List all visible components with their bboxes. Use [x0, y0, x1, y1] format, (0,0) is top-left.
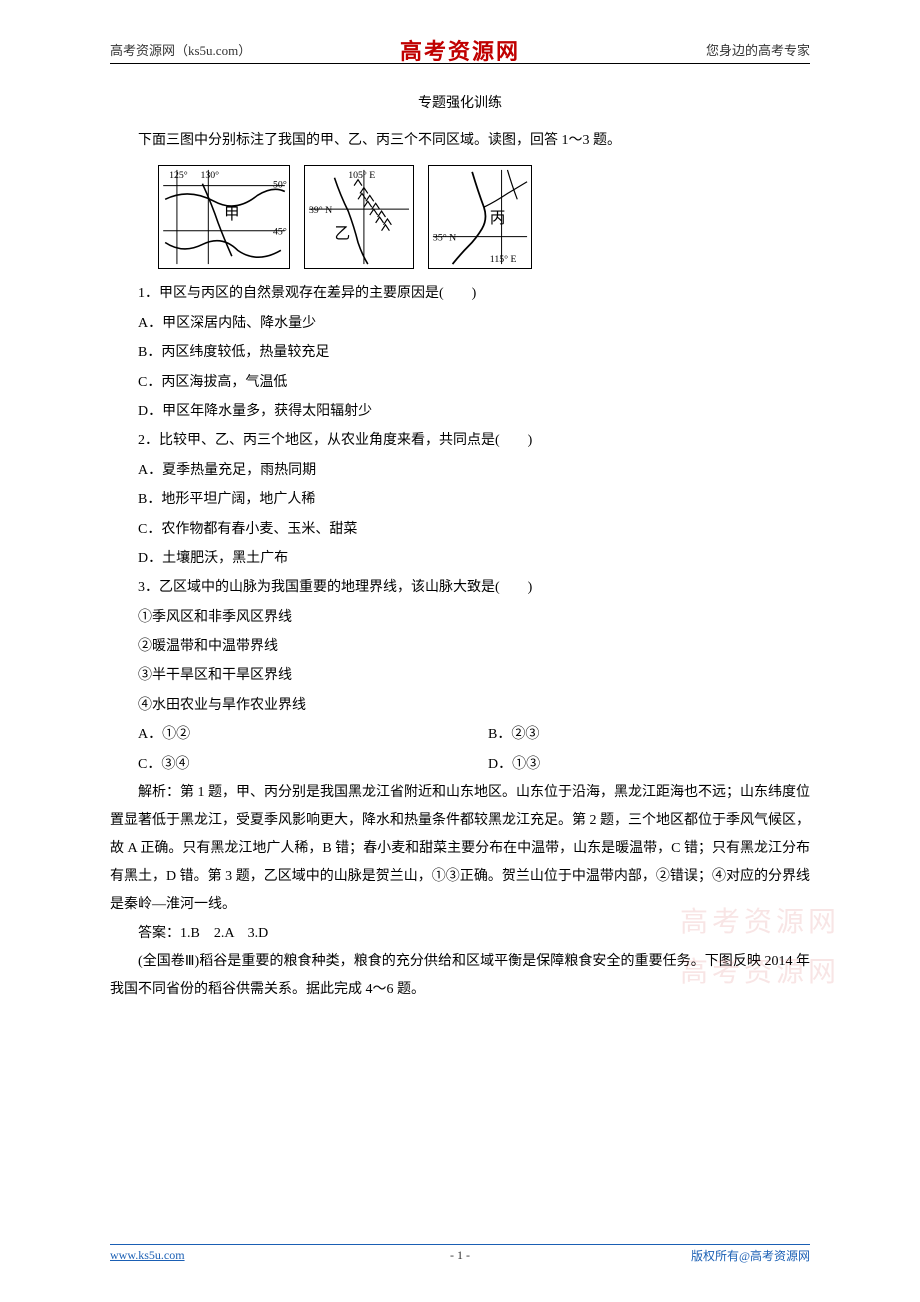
page-header: 高考资源网（ks5u.com） 高考资源网 您身边的高考专家: [110, 40, 810, 64]
map-yi: 105° E 39° N 乙: [304, 165, 414, 269]
q1-opt-b: B．丙区纬度较低，热量较充足: [110, 338, 810, 367]
header-tagline: 您身边的高考专家: [706, 40, 810, 59]
map-a-lon2: 130°: [200, 170, 219, 181]
q3-s3: ③半干旱区和干旱区界线: [110, 661, 810, 690]
map-a-lon1: 125°: [169, 170, 188, 181]
q1-opt-c: C．丙区海拔高，气温低: [110, 368, 810, 397]
q1-opt-a: A．甲区深居内陆、降水量少: [110, 309, 810, 338]
header-logo-text: 高考资源网: [400, 39, 520, 64]
q2-opt-a: A．夏季热量充足，雨热同期: [110, 456, 810, 485]
header-site: 高考资源网（ks5u.com）: [110, 40, 251, 59]
answer-line: 答案：1.B 2.A 3.D: [110, 919, 810, 948]
q3-opt-d: D．①③: [460, 750, 810, 779]
q3-s1: ①季风区和非季风区界线: [110, 603, 810, 632]
q3-opt-a: A．①②: [110, 720, 460, 749]
map-jia: 125° 130° 50° 45° 甲: [158, 165, 290, 269]
q2-opt-c: C．农作物都有春小麦、玉米、甜菜: [110, 515, 810, 544]
q3-opt-c: C．③④: [110, 750, 460, 779]
q2-opt-b: B．地形平坦广阔，地广人稀: [110, 485, 810, 514]
mountain-range-icon: [354, 180, 391, 231]
footer-url: www.ks5u.com: [110, 1248, 185, 1263]
map-c-region: 丙: [490, 210, 506, 227]
q3-s4: ④水田农业与旱作农业界线: [110, 691, 810, 720]
page-title: 专题强化训练: [110, 92, 810, 112]
map-c-lon: 115° E: [490, 255, 517, 266]
explanation: 解析：第 1 题，甲、丙分别是我国黑龙江省附近和山东地区。山东位于沿海，黑龙江距…: [110, 779, 810, 919]
q3-s2: ②暖温带和中温带界线: [110, 632, 810, 661]
q3-stem: 3．乙区域中的山脉为我国重要的地理界线，该山脉大致是( ): [110, 573, 810, 602]
next-question-intro: (全国卷Ⅲ)稻谷是重要的粮食种类，粮食的充分供给和区域平衡是保障粮食安全的重要任…: [110, 948, 810, 1004]
map-c-lat: 35° N: [433, 233, 456, 244]
page-footer: www.ks5u.com - 1 - 版权所有@高考资源网: [110, 1244, 810, 1264]
map-b-region: 乙: [334, 226, 350, 243]
map-figures: 125° 130° 50° 45° 甲 105° E 39° N: [158, 165, 810, 269]
footer-copyright: 版权所有@高考资源网: [691, 1247, 810, 1264]
map-a-region: 甲: [224, 206, 240, 223]
q1-opt-d: D．甲区年降水量多，获得太阳辐射少: [110, 397, 810, 426]
map-b-lat: 39° N: [309, 205, 332, 216]
q1-stem: 1．甲区与丙区的自然景观存在差异的主要原因是( ): [110, 279, 810, 308]
footer-page-number: - 1 -: [450, 1248, 470, 1263]
q2-opt-d: D．土壤肥沃，黑土广布: [110, 544, 810, 573]
map-a-lat2: 45°: [273, 227, 287, 238]
map-b-lon: 105° E: [348, 170, 375, 181]
q2-stem: 2．比较甲、乙、丙三个地区，从农业角度来看，共同点是( ): [110, 426, 810, 455]
q3-opt-b: B．②③: [460, 720, 810, 749]
map-bing: 115° E 35° N 丙: [428, 165, 532, 269]
intro-text: 下面三图中分别标注了我国的甲、乙、丙三个不同区域。读图，回答 1～3 题。: [110, 126, 810, 155]
